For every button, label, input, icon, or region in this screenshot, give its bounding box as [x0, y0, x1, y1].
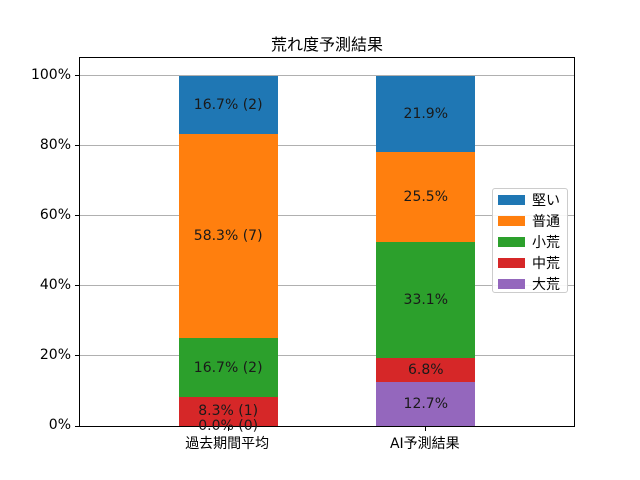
y-axis-tick-labels: 0% 20% 40% 60% 80% 100% [0, 57, 71, 433]
y-tick-label: 80% [39, 136, 71, 153]
bar-segment-普通 [376, 152, 476, 242]
chart-title: 荒れ度予測結果 [270, 35, 383, 54]
x-tick-label-1: AI予測結果 [389, 436, 460, 452]
legend-label: 普通 [532, 213, 560, 230]
x-tick-mark [227, 427, 229, 431]
bar-segment-大荒 [376, 381, 476, 426]
y-tick-mark [75, 425, 79, 427]
legend-label: 大荒 [532, 276, 560, 293]
gridline [80, 145, 574, 147]
legend-entry-普通: 普通 [493, 210, 567, 231]
legend-entry-中荒: 中荒 [493, 252, 567, 273]
legend-label: 中荒 [532, 255, 560, 272]
y-tick-label: 20% [39, 346, 71, 363]
bar-segment-小荒 [376, 241, 476, 358]
y-tick-label: 60% [39, 206, 71, 223]
bar-segment-堅い [376, 75, 476, 153]
legend-swatch-icon [498, 194, 525, 205]
y-tick-mark [75, 145, 79, 147]
y-tick-mark [75, 75, 79, 77]
bar-segment-普通 [178, 134, 278, 339]
legend-label: 堅い [532, 192, 560, 209]
legend: 堅い普通小荒中荒大荒 [492, 188, 568, 293]
legend-swatch-icon [498, 215, 525, 226]
legend-swatch-icon [498, 257, 525, 268]
bar-segment-堅い [178, 75, 278, 135]
y-tick-mark [75, 355, 79, 357]
legend-entry-堅い: 堅い [493, 189, 567, 210]
y-tick-label: 40% [39, 276, 71, 293]
gridline [80, 355, 574, 357]
y-tick-label: 100% [30, 66, 71, 83]
gridline [80, 215, 574, 217]
bar-segment-中荒 [376, 357, 476, 382]
y-tick-label: 0% [48, 417, 71, 433]
y-tick-mark [75, 215, 79, 217]
legend-label: 小荒 [532, 234, 560, 251]
bar-segment-小荒 [178, 338, 278, 397]
legend-swatch-icon [498, 236, 525, 247]
x-tick-mark [425, 427, 427, 431]
legend-entry-大荒: 大荒 [493, 273, 567, 294]
bar-segment-中荒 [178, 396, 278, 426]
legend-swatch-icon [498, 278, 525, 289]
x-tick-label-0: 過去期間平均 [185, 436, 270, 452]
y-tick-mark [75, 285, 79, 287]
gridline [80, 75, 574, 77]
gridline [80, 285, 574, 287]
legend-entry-小荒: 小荒 [493, 231, 567, 252]
